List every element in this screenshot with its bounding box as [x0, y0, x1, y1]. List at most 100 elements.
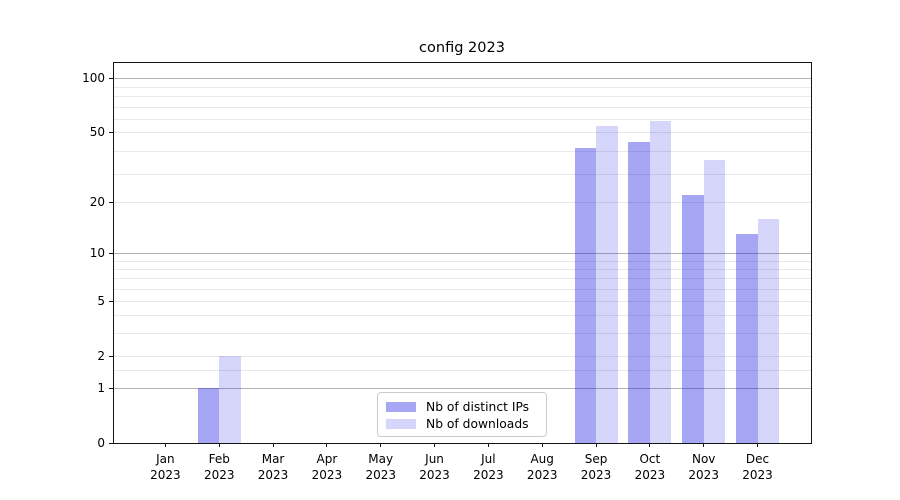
x-tick-mark — [218, 443, 220, 447]
y-tick-label: 5 — [97, 294, 105, 309]
x-tick-month: Aug — [530, 452, 554, 466]
legend-label: Nb of downloads — [426, 416, 529, 431]
x-tick-mark — [326, 443, 328, 447]
x-tick-mark — [703, 443, 705, 447]
x-tick-mark — [757, 443, 759, 447]
x-tick-year: 2023 — [634, 467, 666, 482]
bar-downloads — [703, 159, 726, 443]
x-tick-year: 2023 — [203, 467, 235, 482]
bar-distinct-ips — [736, 234, 758, 443]
y-tick-mark — [109, 77, 113, 79]
bar-distinct-ips — [628, 142, 650, 443]
x-tick-mark — [164, 443, 166, 447]
gridline-minor — [113, 131, 811, 133]
x-tick-year: 2023 — [742, 467, 773, 482]
x-tick-year: 2023 — [473, 467, 504, 482]
gridline-minor — [113, 315, 811, 317]
y-tick-mark — [109, 201, 113, 203]
legend: Nb of distinct IPs Nb of downloads — [377, 392, 547, 437]
y-tick-label: 100 — [82, 71, 105, 86]
bar-distinct-ips — [574, 147, 597, 443]
gridline-major — [113, 77, 811, 79]
gridline-major — [113, 252, 811, 254]
bar-downloads — [596, 126, 618, 443]
x-tick-month: Mar — [261, 452, 285, 466]
y-tick-label: 20 — [89, 195, 105, 210]
x-tick-month: Feb — [208, 452, 230, 466]
x-tick-mark — [380, 443, 382, 447]
x-tick-label: Jul 2023 — [473, 452, 504, 483]
x-tick-month: Jul — [481, 452, 496, 466]
x-tick-mark — [541, 443, 543, 447]
gridline-minor — [113, 288, 811, 290]
x-tick-label: Jun 2023 — [419, 452, 450, 483]
x-tick-month: Jun — [425, 452, 444, 466]
gridline-minor — [113, 260, 811, 262]
y-tick-mark — [109, 355, 113, 357]
gridline-minor — [113, 150, 811, 152]
x-tick-year: 2023 — [688, 467, 719, 482]
plot-area — [113, 62, 811, 443]
x-tick-label: Nov 2023 — [688, 452, 719, 483]
gridline-minor — [113, 173, 811, 175]
x-tick-label: Mar 2023 — [258, 452, 289, 483]
x-tick-label: Feb 2023 — [204, 452, 235, 483]
x-tick-label: Dec 2023 — [742, 452, 773, 483]
y-tick-label: 50 — [89, 125, 105, 140]
y-tick-label: 1 — [97, 381, 105, 396]
chart-title: config 2023 — [419, 40, 505, 56]
y-tick-mark — [109, 131, 113, 133]
x-tick-year: 2023 — [150, 467, 181, 482]
gridline-minor — [113, 355, 811, 357]
bar-distinct-ips — [197, 388, 220, 443]
bar-downloads — [219, 356, 241, 443]
x-tick-year: 2023 — [526, 467, 558, 482]
legend-label: Nb of distinct IPs — [426, 399, 530, 414]
x-tick-year: 2023 — [257, 467, 289, 482]
gridline-minor — [113, 370, 811, 372]
gridline-minor — [113, 268, 811, 270]
legend-item: Nb of distinct IPs — [386, 398, 538, 415]
y-tick-mark — [109, 442, 113, 444]
x-tick-label: Apr 2023 — [312, 452, 343, 483]
legend-item: Nb of downloads — [386, 415, 538, 432]
gridline-minor — [113, 332, 811, 334]
bar-downloads — [649, 120, 672, 443]
x-tick-label: Jan 2023 — [150, 452, 181, 483]
x-tick-month: Oct — [639, 452, 661, 466]
x-tick-month: Apr — [316, 452, 338, 466]
y-tick-label: 10 — [89, 246, 105, 261]
y-tick-label: 0 — [97, 436, 105, 450]
gridline-minor — [113, 118, 811, 120]
legend-swatch-distinct-ips — [386, 401, 416, 412]
y-tick-mark — [109, 252, 113, 254]
gridline-minor — [113, 96, 811, 98]
x-tick-month: Jan — [156, 452, 175, 466]
x-tick-mark — [272, 443, 274, 447]
x-tick-mark — [649, 443, 651, 447]
x-tick-mark — [487, 443, 489, 447]
gridline-minor — [113, 106, 811, 108]
gridline-major — [113, 387, 811, 389]
bar-distinct-ips — [682, 195, 704, 443]
x-tick-label: Aug 2023 — [527, 452, 558, 483]
y-tick-mark — [109, 387, 113, 389]
bar-downloads — [757, 219, 780, 443]
gridline-minor — [113, 86, 811, 88]
x-tick-mark — [595, 443, 597, 447]
x-tick-label: Sep 2023 — [581, 452, 612, 483]
x-tick-month: Sep — [584, 452, 608, 466]
y-tick-label: 2 — [97, 349, 105, 364]
x-tick-year: 2023 — [419, 467, 450, 482]
x-tick-year: 2023 — [365, 467, 396, 482]
spine-right — [811, 62, 812, 444]
spine-bottom — [113, 443, 812, 444]
x-tick-year: 2023 — [311, 467, 343, 482]
spine-top — [113, 62, 812, 63]
x-tick-month: Nov — [691, 452, 716, 466]
gridline-minor — [113, 278, 811, 280]
gridline-minor — [113, 201, 811, 203]
x-tick-label: May 2023 — [365, 452, 396, 483]
x-tick-mark — [434, 443, 436, 447]
